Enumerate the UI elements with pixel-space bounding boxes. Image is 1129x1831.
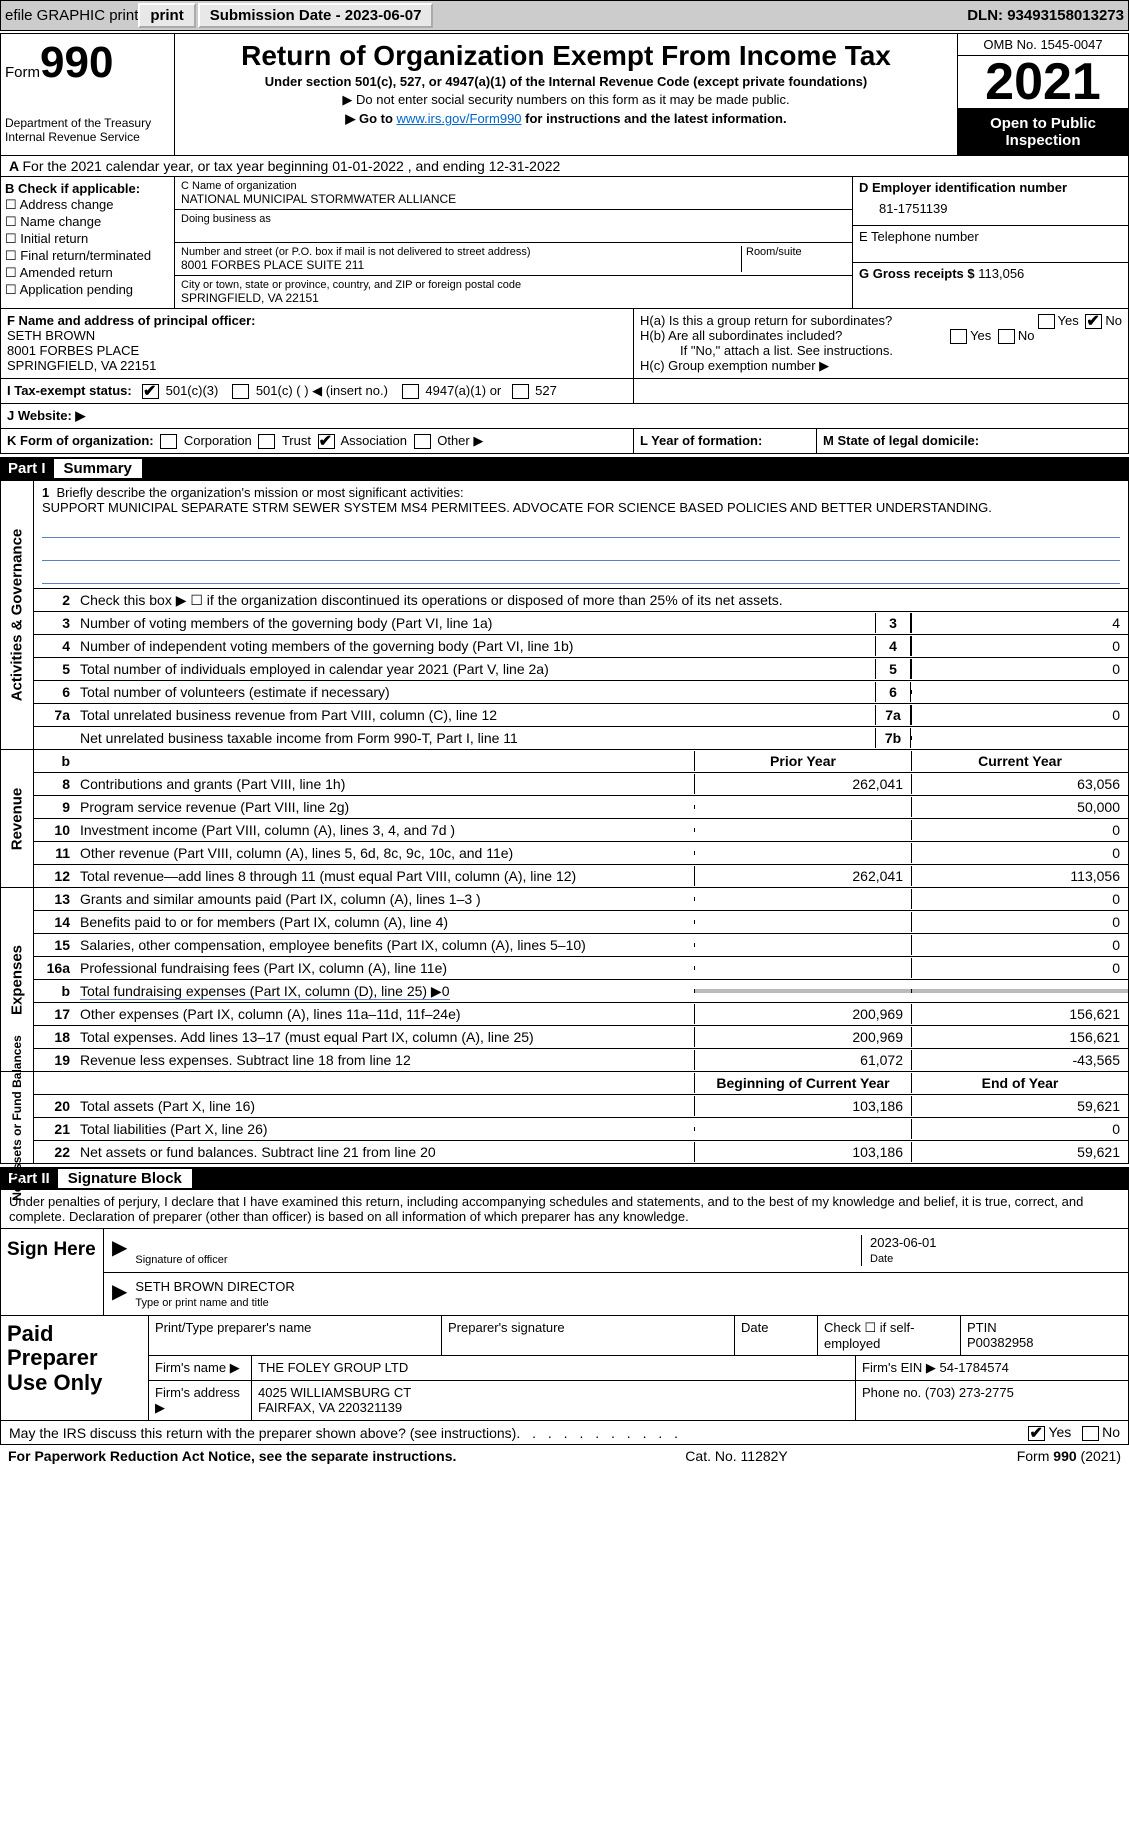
- footer: For Paperwork Reduction Act Notice, see …: [0, 1445, 1129, 1467]
- firm-name-label: Firm's name ▶: [149, 1356, 252, 1380]
- public-inspection: Open to Public Inspection: [958, 109, 1128, 155]
- year-formation: L Year of formation:: [634, 429, 817, 453]
- website-row: J Website: ▶: [1, 404, 1128, 428]
- chk-final[interactable]: ☐ Final return/terminated: [5, 248, 170, 264]
- tax-exempt-row: I Tax-exempt status: 501(c)(3) 501(c) ( …: [1, 379, 634, 403]
- phone-label: Phone no.: [862, 1385, 921, 1400]
- ein-label: D Employer identification number: [859, 180, 1067, 195]
- sig-date: 2023-06-01: [870, 1235, 937, 1250]
- dept-treasury: Department of the Treasury: [5, 116, 170, 130]
- dln: DLN: 93493158013273: [967, 7, 1124, 24]
- firm-addr-label: Firm's address ▶: [149, 1381, 252, 1420]
- signature-block: Under penalties of perjury, I declare th…: [0, 1190, 1129, 1421]
- hc-question: H(c) Group exemption number ▶: [640, 358, 1122, 374]
- firm-city: FAIRFAX, VA 220321139: [258, 1400, 402, 1415]
- hb-question: H(b) Are all subordinates included? Yes …: [640, 328, 1122, 343]
- street-address: 8001 FORBES PLACE SUITE 211: [181, 258, 741, 272]
- cat-number: Cat. No. 11282Y: [456, 1448, 1016, 1464]
- part2-header: Part IISignature Block: [0, 1167, 1129, 1190]
- efile-label: efile GRAPHIC print: [5, 7, 138, 24]
- prep-name-label: Print/Type preparer's name: [149, 1316, 442, 1355]
- vlabel-rev: Revenue: [9, 787, 26, 850]
- chk-pending[interactable]: ☐ Application pending: [5, 282, 170, 298]
- form-ref: Form 990 (2021): [1017, 1448, 1121, 1464]
- goto-note: ▶ Go to www.irs.gov/Form990 for instruct…: [179, 111, 953, 127]
- section-b-label: B Check if applicable:: [5, 181, 140, 196]
- telephone-label: E Telephone number: [859, 229, 979, 244]
- addr-label: Number and street (or P.O. box if mail i…: [181, 246, 741, 258]
- sign-here-label: Sign Here: [1, 1229, 104, 1315]
- phone-value: (703) 273-2775: [925, 1385, 1014, 1400]
- hb-note: If "No," attach a list. See instructions…: [640, 343, 1122, 358]
- expenses-section: Expenses 13Grants and similar amounts pa…: [0, 888, 1129, 1072]
- pra-notice: For Paperwork Reduction Act Notice, see …: [8, 1448, 456, 1464]
- print-button[interactable]: print: [138, 3, 195, 28]
- form-title: Return of Organization Exempt From Incom…: [179, 40, 953, 72]
- mission-text: SUPPORT MUNICIPAL SEPARATE STRM SEWER SY…: [42, 500, 992, 515]
- irs-label: Internal Revenue Service: [5, 130, 170, 144]
- submission-date: Submission Date - 2023-06-07: [198, 3, 434, 28]
- city-label: City or town, state or province, country…: [181, 279, 846, 291]
- chk-amended[interactable]: ☐ Amended return: [5, 265, 170, 281]
- prep-sig-label: Preparer's signature: [442, 1316, 735, 1355]
- topbar: efile GRAPHIC print print Submission Dat…: [0, 0, 1129, 31]
- mission-label: Briefly describe the organization's miss…: [56, 485, 463, 500]
- line2: Check this box ▶ ☐ if the organization d…: [76, 590, 1128, 611]
- ptin-value: P00382958: [967, 1335, 1034, 1350]
- dba-label: Doing business as: [181, 213, 846, 225]
- ein-value: 81-1751139: [859, 195, 1122, 222]
- signer-title-label: Type or print name and title: [135, 1297, 268, 1309]
- firm-addr: 4025 WILLIAMSBURG CT: [258, 1385, 411, 1400]
- form-number: Form990: [5, 38, 170, 88]
- form-subtitle: Under section 501(c), 527, or 4947(a)(1)…: [179, 74, 953, 89]
- activities-governance: Activities & Governance 1 Briefly descri…: [0, 480, 1129, 750]
- form-header: Form990 Department of the Treasury Inter…: [0, 33, 1129, 156]
- declaration: Under penalties of perjury, I declare th…: [1, 1190, 1128, 1229]
- state-domicile: M State of legal domicile:: [817, 429, 1128, 453]
- signer-name: SETH BROWN DIRECTOR: [135, 1279, 294, 1294]
- prep-date-label: Date: [735, 1316, 818, 1355]
- sig-officer-label: Signature of officer: [135, 1254, 227, 1266]
- row-a: A For the 2021 calendar year, or tax yea…: [0, 156, 1129, 177]
- officer-city: SPRINGFIELD, VA 22151: [7, 358, 156, 373]
- officer-label: F Name and address of principal officer:: [7, 313, 256, 328]
- firm-ein: 54-1784574: [940, 1360, 1009, 1375]
- vlabel-exp: Expenses: [9, 945, 26, 1015]
- paid-preparer-label: Paid Preparer Use Only: [1, 1316, 149, 1420]
- irs-link[interactable]: www.irs.gov/Form990: [397, 111, 522, 126]
- vlabel-net: Net Assets or Fund Balances: [10, 1035, 24, 1201]
- officer-addr: 8001 FORBES PLACE: [7, 343, 139, 358]
- tax-year: 2021: [958, 56, 1128, 109]
- officer-row: F Name and address of principal officer:…: [0, 309, 1129, 379]
- ptin-label: PTIN: [967, 1320, 997, 1335]
- chk-name[interactable]: ☐ Name change: [5, 214, 170, 230]
- revenue-section: Revenue bPrior YearCurrent Year 8Contrib…: [0, 750, 1129, 888]
- part1-header: Part ISummary: [0, 457, 1129, 480]
- gross-receipts-label: G Gross receipts $: [859, 266, 975, 281]
- chk-address[interactable]: ☐ Address change: [5, 197, 170, 213]
- city-state-zip: SPRINGFIELD, VA 22151: [181, 291, 846, 305]
- ha-question: H(a) Is this a group return for subordin…: [640, 313, 1122, 328]
- org-name-label: C Name of organization: [181, 180, 846, 192]
- date-label: Date: [870, 1253, 893, 1265]
- ssn-note: ▶ Do not enter social security numbers o…: [179, 92, 953, 108]
- vlabel-ag: Activities & Governance: [9, 529, 26, 702]
- org-name: NATIONAL MUNICIPAL STORMWATER ALLIANCE: [181, 192, 846, 206]
- officer-name: SETH BROWN: [7, 328, 95, 343]
- firm-ein-label: Firm's EIN ▶: [862, 1360, 936, 1375]
- chk-initial[interactable]: ☐ Initial return: [5, 231, 170, 247]
- net-assets-section: Net Assets or Fund Balances Beginning of…: [0, 1072, 1129, 1164]
- self-employed-label: Check ☐ if self-employed: [818, 1316, 961, 1355]
- discuss-row: May the IRS discuss this return with the…: [0, 1421, 1129, 1445]
- firm-name: THE FOLEY GROUP LTD: [252, 1356, 856, 1380]
- gross-receipts: 113,056: [978, 266, 1024, 281]
- form-org-row: K Form of organization: Corporation Trus…: [1, 429, 634, 453]
- header-block: B Check if applicable: ☐ Address change …: [0, 177, 1129, 309]
